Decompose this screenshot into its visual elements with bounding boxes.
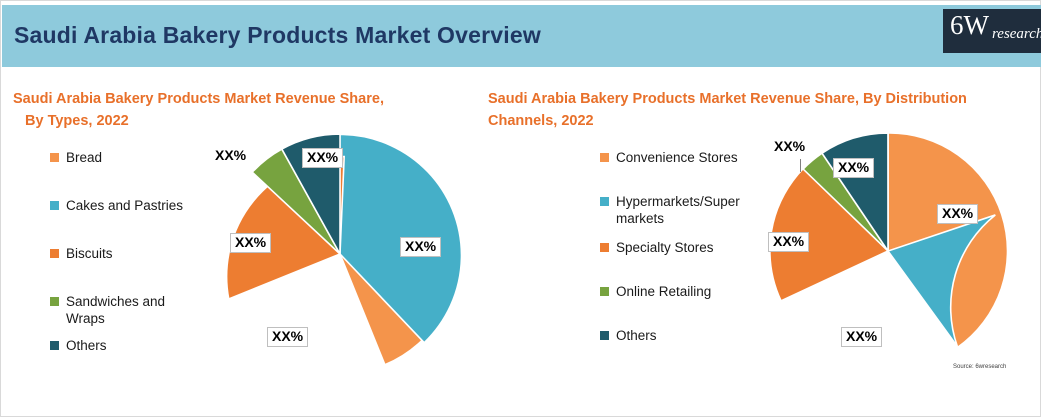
legend-label-hypermarkets-supermarkets: Hypermarkets/Super markets [616, 194, 740, 226]
legend-label-sandwiches-and-wraps: Sandwiches and Wraps [66, 294, 166, 326]
slide-header: Saudi Arabia Bakery Products Market Over… [2, 5, 1041, 67]
pie-data-label-specialty-stores: XX% [768, 232, 810, 252]
pie-data-label-others: XX% [302, 148, 344, 168]
leader-line-online-retailing [800, 159, 801, 172]
legend-item-sandwiches-and-wraps[interactable]: Sandwiches and Wraps [50, 293, 225, 337]
chart-title-distribution-channels-line2: Channels, 2022 [488, 113, 594, 129]
source-attribution: Source: 6wresearch [953, 364, 1007, 370]
legend-label-others-channels: Others [616, 328, 657, 343]
pie-slice-hypermarkets-supermarkets[interactable] [886, 188, 1007, 347]
chart-title-distribution-channels-line1: Saudi Arabia Bakery Products Market Reve… [488, 91, 967, 107]
chart-title-distribution-channels: Saudi Arabia Bakery Products Market Reve… [488, 88, 1040, 132]
legend-item-hypermarkets-supermarkets[interactable]: Hypermarkets/Super markets [600, 193, 790, 239]
pie-data-label-bread: XX% [400, 237, 442, 257]
pie-data-label-hypermarkets-supermarkets: XX% [841, 327, 883, 347]
legend-types: Bread Cakes and Pastries Biscuits Sandwi… [50, 149, 225, 354]
legend-distribution-channels: Convenience Stores Hypermarkets/Super ma… [600, 149, 790, 371]
pie-data-label-biscuits: XX% [230, 233, 272, 253]
pie-data-label-others-channels: XX% [833, 158, 875, 178]
chart-title-types-line2: By Types, 2022 [25, 113, 129, 129]
legend-swatch-icon-others [50, 341, 59, 350]
legend-swatch-icon-specialty-stores [600, 243, 609, 252]
legend-swatch-icon-bread [50, 153, 59, 162]
legend-item-specialty-stores[interactable]: Specialty Stores [600, 239, 790, 283]
legend-swatch-icon-online-retailing [600, 287, 609, 296]
legend-label-bread: Bread [66, 150, 103, 165]
legend-label-online-retailing: Online Retailing [616, 284, 712, 299]
legend-swatch-icon-hypermarkets-supermarkets [600, 197, 609, 206]
legend-item-online-retailing[interactable]: Online Retailing [600, 283, 790, 327]
legend-label-biscuits: Biscuits [66, 246, 113, 261]
legend-item-bread[interactable]: Bread [50, 149, 225, 197]
legend-item-convenience-stores[interactable]: Convenience Stores [600, 149, 790, 193]
legend-swatch-icon-others-channels [600, 331, 609, 340]
chart-title-types: Saudi Arabia Bakery Products Market Reve… [13, 88, 453, 132]
logo-mark-text: 6W [950, 10, 989, 40]
pie-data-label-online-retailing: XX% [774, 138, 806, 154]
legend-item-cakes-and-pastries[interactable]: Cakes and Pastries [50, 197, 225, 245]
pie-data-label-convenience-stores: XX% [937, 204, 979, 224]
legend-swatch-icon-sandwiches-and-wraps [50, 297, 59, 306]
legend-swatch-icon-biscuits [50, 249, 59, 258]
legend-label-convenience-stores: Convenience Stores [616, 150, 738, 165]
legend-label-others: Others [66, 338, 107, 353]
pie-chart-types: XX% XX% XX% XX% XX% [215, 133, 463, 375]
chart-title-types-line1: Saudi Arabia Bakery Products Market Reve… [13, 91, 384, 107]
legend-item-biscuits[interactable]: Biscuits [50, 245, 225, 293]
brand-logo: 6W research [943, 9, 1041, 53]
legend-label-cakes-and-pastries: Cakes and Pastries [66, 198, 184, 213]
legend-swatch-icon-convenience-stores [600, 153, 609, 162]
chart-panel-types: Saudi Arabia Bakery Products Market Reve… [2, 67, 482, 417]
pie-chart-distribution-channels: XX% XX% XX% XX% XX% [768, 131, 1009, 370]
pie-data-label-cakes-and-pastries: XX% [267, 327, 309, 347]
legend-item-others[interactable]: Others [50, 337, 225, 354]
legend-label-specialty-stores: Specialty Stores [616, 240, 714, 255]
legend-item-others-channels[interactable]: Others [600, 327, 790, 371]
pie-data-label-sandwiches-and-wraps: XX% [215, 147, 247, 163]
logo-wordmark-text: research [992, 26, 1041, 42]
chart-panel-distribution-channels: Saudi Arabia Bakery Products Market Reve… [482, 67, 1041, 417]
page-title: Saudi Arabia Bakery Products Market Over… [14, 22, 541, 48]
legend-swatch-icon-cakes-and-pastries [50, 201, 59, 210]
